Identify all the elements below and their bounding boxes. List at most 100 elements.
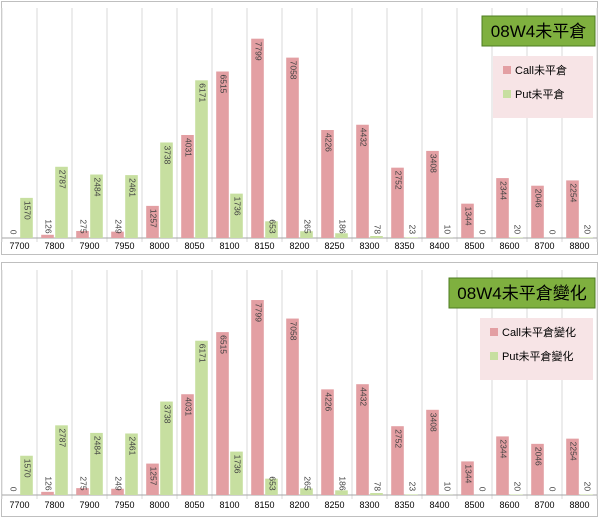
x-tick-label: 8500 xyxy=(464,500,484,510)
x-tick-label: 8300 xyxy=(359,500,379,510)
call-data-label: 126 xyxy=(43,476,53,490)
call-bar xyxy=(216,332,229,495)
x-tick-label: 8250 xyxy=(324,500,344,510)
put-data-label: 6171 xyxy=(197,344,207,363)
put-bar xyxy=(370,493,383,495)
put-bar xyxy=(195,80,208,238)
legend-item-call: Call未平倉 xyxy=(515,63,567,77)
call-data-label: 249 xyxy=(113,219,123,233)
put-data-label: 78 xyxy=(372,225,382,235)
call-data-label: 249 xyxy=(113,476,123,490)
x-tick-label: 8150 xyxy=(254,241,274,251)
put-data-label: 186 xyxy=(337,476,347,490)
put-data-label: 10 xyxy=(442,225,452,235)
put-data-label: 6171 xyxy=(197,83,207,102)
x-tick-label: 8400 xyxy=(429,241,449,251)
call-data-label: 4031 xyxy=(183,138,193,157)
call-bar xyxy=(286,319,299,495)
put-data-label: 2461 xyxy=(127,436,137,455)
put-bar xyxy=(580,237,593,238)
x-tick-label: 8350 xyxy=(394,241,414,251)
call-data-label: 1257 xyxy=(148,209,158,228)
call-data-label: 4031 xyxy=(183,397,193,416)
x-tick-label: 8500 xyxy=(464,241,484,251)
put-data-label: 3738 xyxy=(162,145,172,164)
put-bar xyxy=(370,236,383,238)
put-data-label: 2484 xyxy=(92,178,102,197)
put-data-label: 186 xyxy=(337,219,347,233)
put-bar xyxy=(405,494,418,495)
legend-item-put: Put未平倉 xyxy=(515,87,565,101)
call-data-label: 2344 xyxy=(498,181,508,200)
put-data-label: 653 xyxy=(267,219,277,233)
x-tick-label: 8350 xyxy=(394,500,414,510)
chart-panel-2: 0157077001262787780027524847900249246179… xyxy=(2,263,598,517)
call-data-label: 2046 xyxy=(533,447,543,466)
put-data-label: 265 xyxy=(302,219,312,233)
chart-title: 08W4未平倉 xyxy=(491,22,586,41)
put-data-label: 2484 xyxy=(92,436,102,455)
put-data-label: 10 xyxy=(442,482,452,492)
put-bar xyxy=(335,233,348,238)
call-bar xyxy=(251,300,264,495)
put-data-label: 0 xyxy=(547,230,557,235)
call-data-label: 4226 xyxy=(323,133,333,152)
put-data-label: 2787 xyxy=(57,428,67,447)
put-bar xyxy=(510,237,523,238)
put-data-label: 265 xyxy=(302,476,312,490)
put-data-label: 0 xyxy=(477,230,487,235)
put-data-label: 20 xyxy=(512,482,522,492)
call-bar xyxy=(216,72,229,238)
put-data-label: 0 xyxy=(477,487,487,492)
x-tick-label: 7950 xyxy=(114,241,134,251)
call-data-label: 0 xyxy=(8,487,18,492)
x-tick-label: 8600 xyxy=(499,241,519,251)
call-data-label: 275 xyxy=(78,219,88,233)
chart-title: 08W4未平倉變化 xyxy=(457,284,586,303)
chart-panel-1: 0157077001262787780027524847900249246179… xyxy=(2,2,598,255)
call-data-label: 4226 xyxy=(323,392,333,411)
call-data-label: 3408 xyxy=(428,154,438,173)
call-bar xyxy=(41,492,54,495)
call-bar xyxy=(41,235,54,238)
call-data-label: 1344 xyxy=(463,207,473,226)
x-tick-label: 8050 xyxy=(184,241,204,251)
call-data-label: 2254 xyxy=(568,183,578,202)
x-tick-label: 8100 xyxy=(219,500,239,510)
x-tick-label: 7800 xyxy=(44,500,64,510)
call-data-label: 1344 xyxy=(463,464,473,483)
x-tick-label: 7900 xyxy=(79,241,99,251)
x-tick-label: 8700 xyxy=(534,241,554,251)
legend-swatch xyxy=(503,90,511,98)
x-tick-label: 8600 xyxy=(499,500,519,510)
put-data-label: 3738 xyxy=(162,405,172,424)
put-data-label: 653 xyxy=(267,476,277,490)
put-data-label: 20 xyxy=(582,482,592,492)
x-tick-label: 8700 xyxy=(534,500,554,510)
put-data-label: 23 xyxy=(407,482,417,492)
call-data-label: 7799 xyxy=(253,42,263,61)
call-data-label: 1257 xyxy=(148,467,158,486)
x-tick-label: 8200 xyxy=(289,500,309,510)
put-bar xyxy=(405,237,418,238)
put-data-label: 1736 xyxy=(232,455,242,474)
x-tick-label: 8300 xyxy=(359,241,379,251)
x-tick-label: 8250 xyxy=(324,241,344,251)
put-data-label: 1570 xyxy=(22,201,32,220)
call-bar xyxy=(286,58,299,238)
call-data-label: 7058 xyxy=(288,322,298,341)
put-data-label: 20 xyxy=(512,225,522,235)
put-data-label: 1570 xyxy=(22,459,32,478)
call-data-label: 4432 xyxy=(358,387,368,406)
x-tick-label: 8050 xyxy=(184,500,204,510)
put-data-label: 2787 xyxy=(57,170,67,189)
call-data-label: 275 xyxy=(78,476,88,490)
x-tick-label: 8400 xyxy=(429,500,449,510)
call-data-label: 126 xyxy=(43,219,53,233)
call-data-label: 7058 xyxy=(288,61,298,80)
x-tick-label: 7950 xyxy=(114,500,134,510)
x-tick-label: 8000 xyxy=(149,241,169,251)
call-data-label: 0 xyxy=(8,230,18,235)
